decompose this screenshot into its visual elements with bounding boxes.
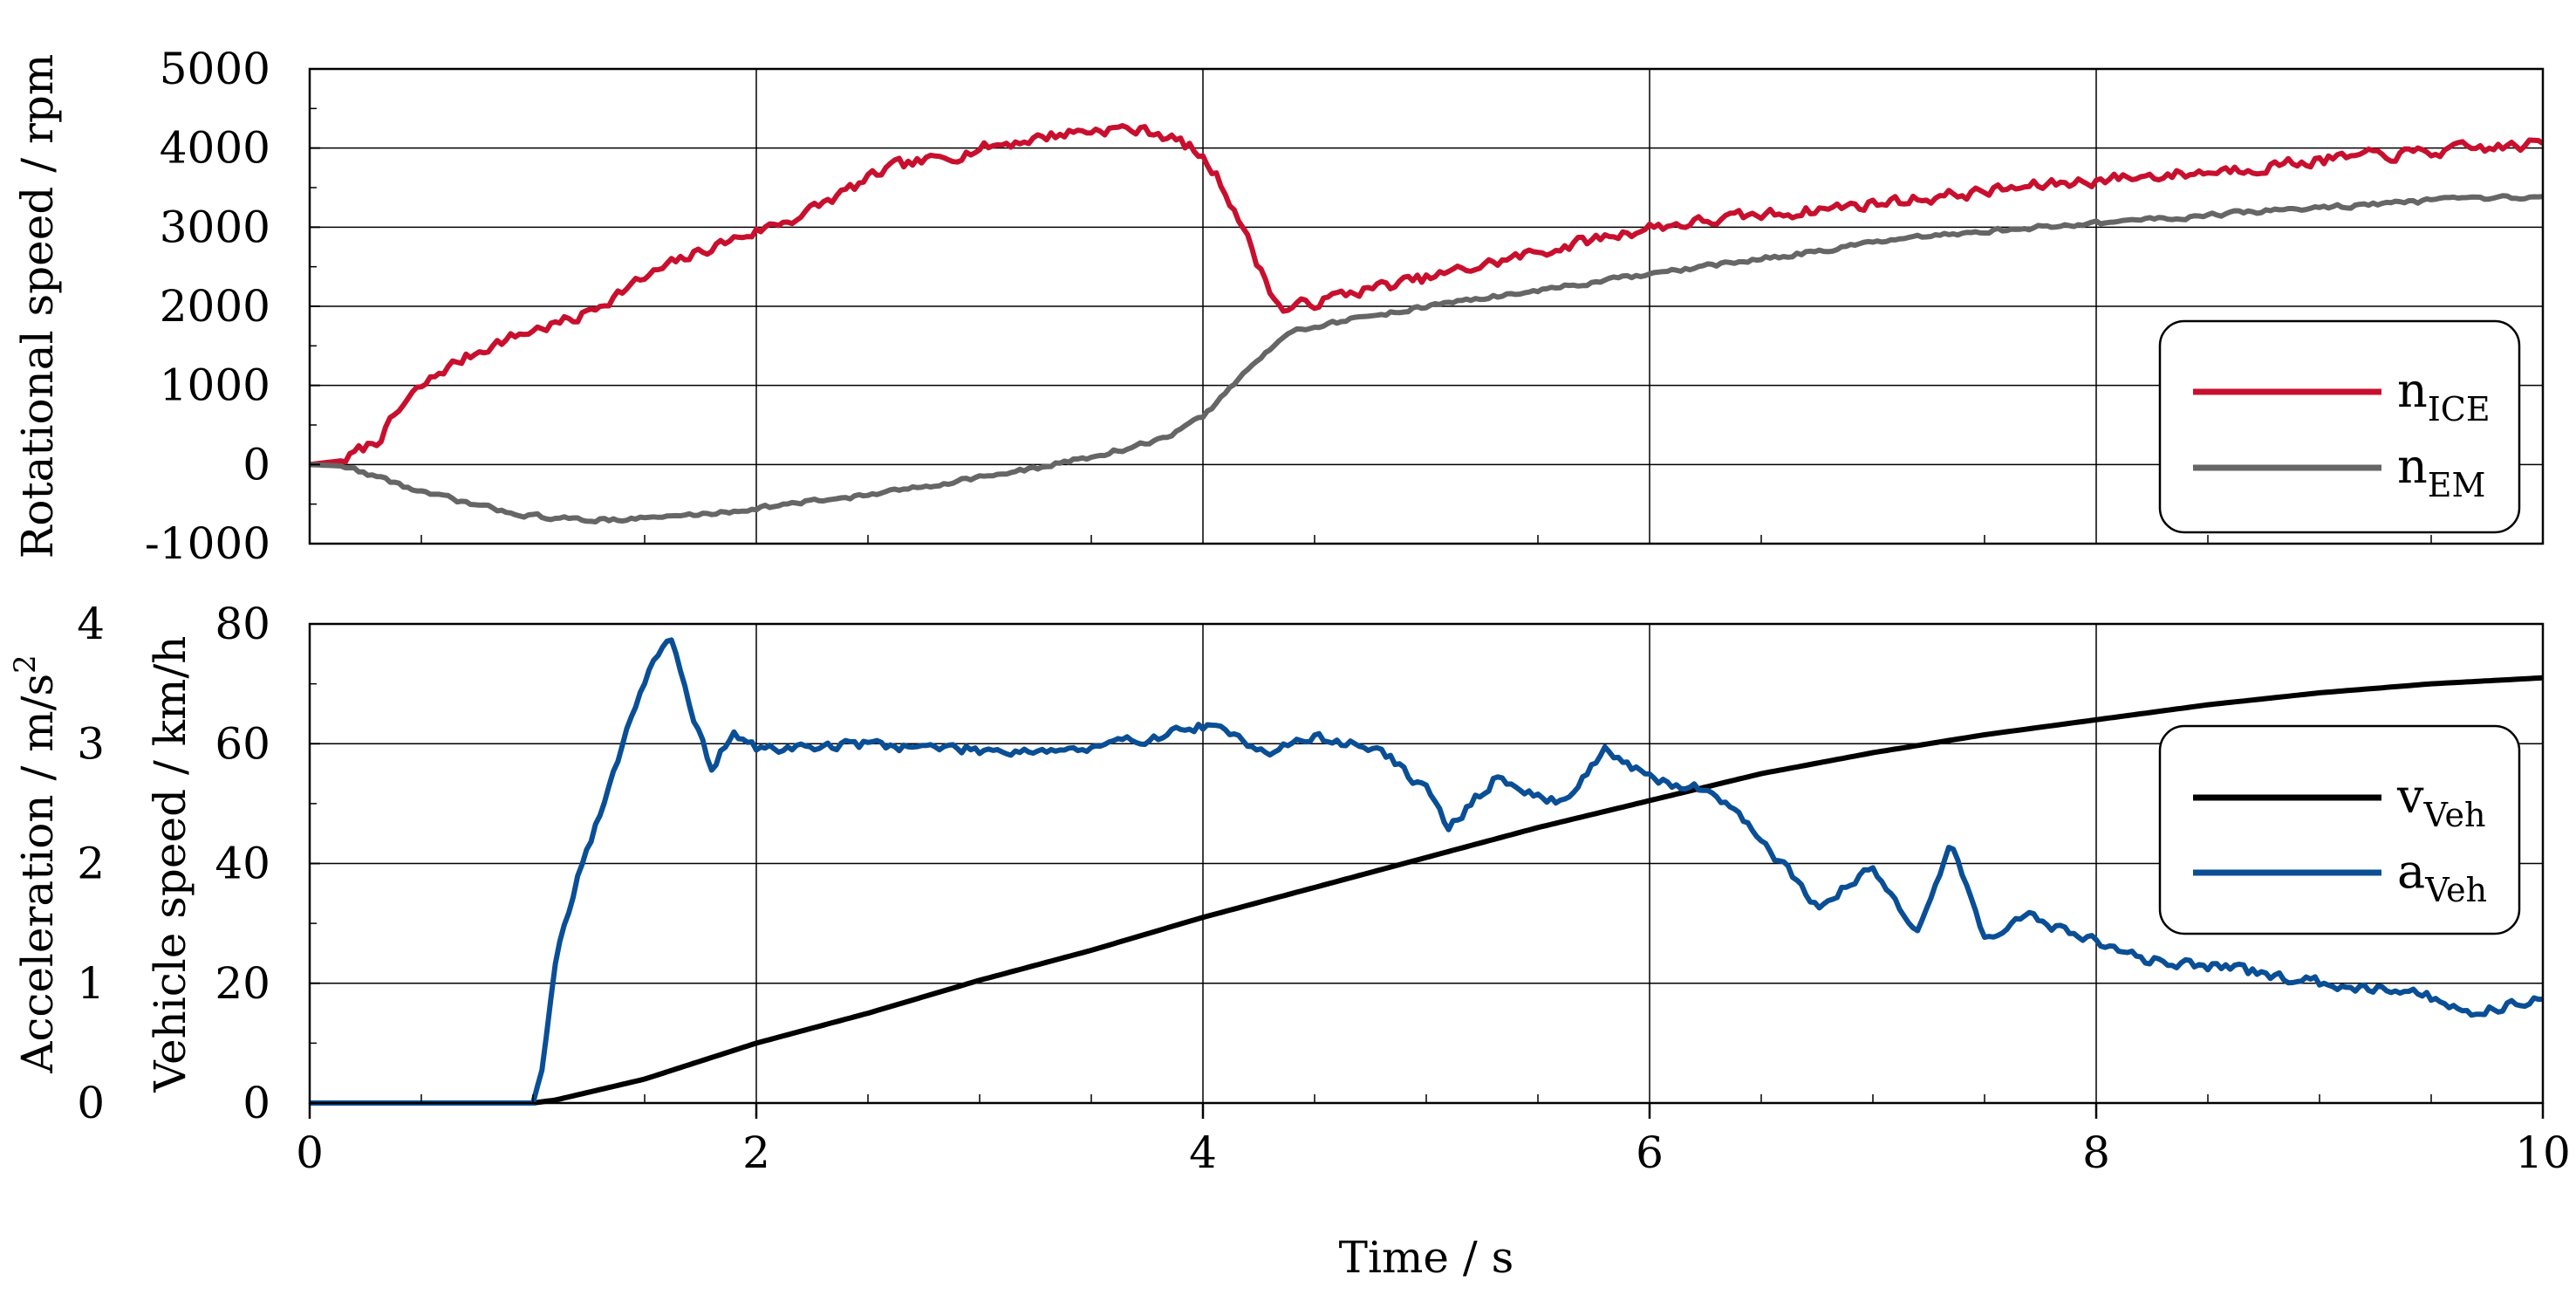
accel-y-tick-label: 2 (77, 839, 105, 889)
speed-y-tick-label: 60 (215, 718, 270, 769)
legend-label-vveh: vVeh (2396, 769, 2485, 834)
bottom-x-ticks: 0 2 4 6 8 10 (296, 1094, 2571, 1178)
bottom-legend-box (2158, 724, 2521, 935)
bottom-y-ticks: 0 20 40 60 80 0 1 2 3 4 (77, 599, 320, 1128)
legend-label-nem: nEM (2397, 439, 2485, 504)
vehicle-speed-axis-label: Vehicle speed / km/h (145, 635, 195, 1093)
accel-y-tick-label: 3 (77, 718, 105, 769)
top-y-tick-label: 2000 (160, 281, 270, 332)
bottom-legend: vVeh aVeh (2158, 724, 2521, 935)
speed-y-tick-label: 0 (243, 1078, 270, 1128)
acceleration-axis-label: Acceleration / m/s2 (8, 654, 63, 1074)
accel-y-tick-label: 4 (77, 599, 105, 649)
rotational-speed-panel: -1000 0 1000 2000 3000 4000 5000 Rotational sp… (12, 44, 2545, 569)
top-y-tick-label: 0 (243, 439, 270, 490)
bottom-series-group (310, 637, 2544, 1106)
x-tick-label: 6 (1636, 1127, 1664, 1178)
a-veh-line (310, 637, 2544, 1106)
top-y-ticks: -1000 0 1000 2000 3000 4000 5000 (145, 44, 2432, 569)
accel-y-tick-label: 0 (77, 1078, 105, 1128)
speed-y-tick-label: 40 (215, 839, 270, 889)
top-y-axis-label: Rotational speed / rpm (12, 54, 63, 559)
accel-y-tick-label: 1 (77, 958, 105, 1009)
top-y-tick-label: -1000 (145, 518, 270, 569)
v-veh-line (310, 675, 2544, 1106)
speed-y-tick-label: 80 (215, 599, 270, 649)
x-tick-label: 4 (1189, 1127, 1217, 1178)
top-y-tick-label: 3000 (160, 202, 270, 252)
x-tick-label: 8 (2082, 1127, 2110, 1178)
top-y-tick-label: 5000 (160, 44, 270, 94)
n-ice-line (309, 123, 2545, 468)
legend-label-nice: nICE (2397, 363, 2491, 428)
top-y-tick-label: 4000 (160, 123, 270, 174)
n-em-line (309, 193, 2544, 524)
x-axis-label: Time / s (1339, 1232, 1514, 1283)
x-tick-label: 10 (2515, 1127, 2571, 1178)
top-legend: nICE nEM (2158, 319, 2521, 534)
top-series-group (309, 123, 2545, 524)
vehicle-panel: 0 20 40 60 80 0 1 2 3 4 0 2 4 6 8 10 Acceleration / m/… (8, 599, 2571, 1283)
top-y-tick-label: 1000 (160, 360, 270, 411)
speed-y-tick-label: 20 (215, 958, 270, 1009)
x-tick-label: 0 (296, 1127, 324, 1178)
legend-label-aveh: aVeh (2397, 844, 2487, 909)
top-legend-box (2158, 319, 2521, 534)
x-tick-label: 2 (742, 1127, 770, 1178)
